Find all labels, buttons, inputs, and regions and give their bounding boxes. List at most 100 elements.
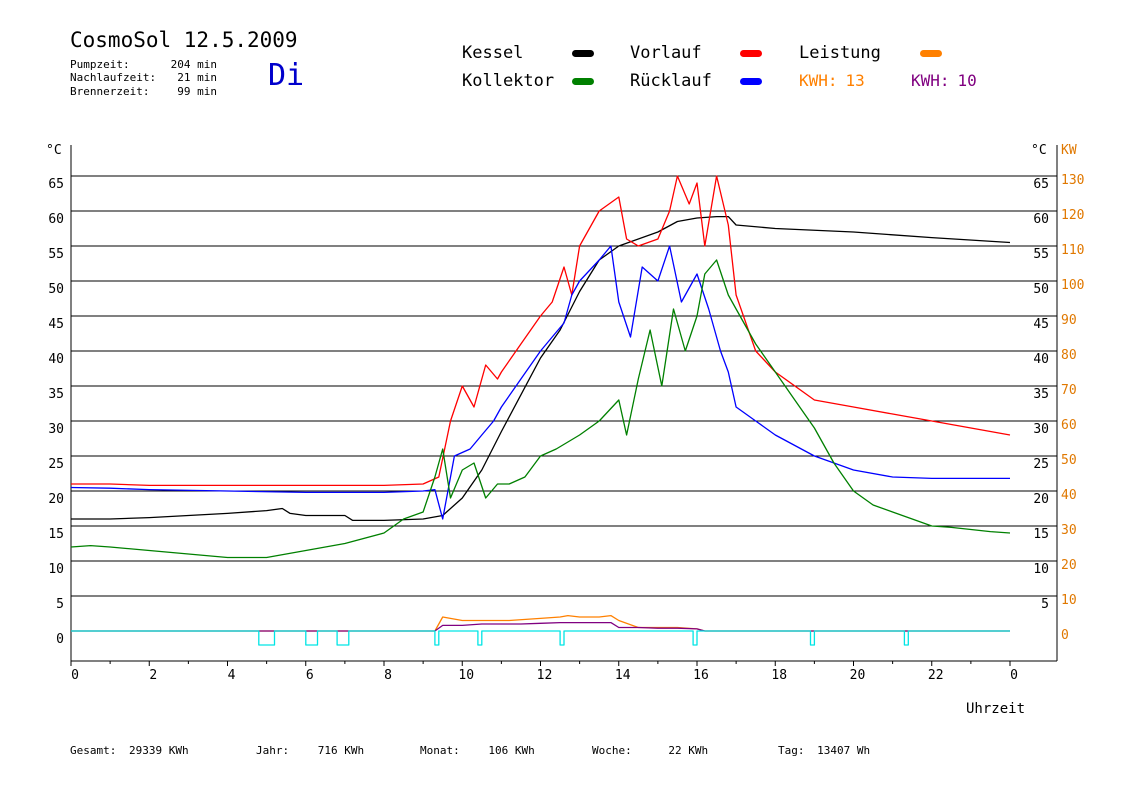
series-line-kessel [71,215,1011,522]
series-line-r-cklauf [70,245,1010,520]
y-tick-label-kw: 130 [1061,173,1084,188]
x-tick-label: 20 [850,668,866,683]
stat-pumpzeit: Pumpzeit: 204 min [70,58,217,71]
x-tick-label: 22 [928,668,944,683]
y-tick-label-kw: 110 [1061,243,1084,258]
y-tick-label-left: 60 [48,212,64,227]
y-tick-label-kw: 30 [1061,523,1077,538]
y-tick-label-right: 20 [1033,492,1049,507]
legend-label: Kessel [462,43,524,63]
y-tick-label-kw: 70 [1061,383,1077,398]
series-line-kwh-10 [71,621,1010,632]
y-tick-label-kw: 20 [1061,558,1077,573]
y-tick-label-kw: 100 [1061,278,1084,293]
y-axis-kw-unit: KW [1061,143,1077,158]
stat-brennerzeit: Brennerzeit: 99 min [70,85,217,98]
y-tick-label-right: 25 [1033,457,1049,472]
footer-jahr: Jahr: 716 KWh [256,744,364,757]
footer-monat: Monat: 106 KWh [420,744,535,757]
x-tick-label: 6 [306,668,314,683]
x-tick-label: 2 [149,668,157,683]
y-tick-label-left: 5 [56,597,64,612]
y-tick-label-right: 55 [1033,247,1049,262]
footer-label: Tag: [778,744,805,757]
footer-label: Jahr: [256,744,290,757]
y-tick-label-right: 65 [1033,177,1049,192]
footer-woche: Woche: 22 KWh [592,744,708,757]
y-tick-label-left: 35 [48,387,64,402]
x-tick-label: 18 [771,668,787,683]
footer-value: 106 KWh [488,744,535,757]
x-tick-label: 8 [384,668,392,683]
kwh-label: KWH: [799,71,838,90]
y-tick-label-kw: 0 [1061,628,1069,643]
y-tick-label-left: 50 [48,282,64,297]
y-tick-label-right: 40 [1033,352,1049,367]
y-tick-label-right: 45 [1033,317,1049,332]
footer-value: 29339 KWh [128,744,189,757]
y-tick-label-right: 35 [1033,387,1049,402]
kwh-leistung: KWH: 13 [799,71,865,90]
y-tick-label-kw: 60 [1061,418,1077,433]
y-tick-label-left: 65 [48,177,64,192]
footer-tag: Tag: 13407 Wh [778,744,870,757]
legend-label: Rücklauf [630,71,712,91]
y-tick-label-right: 50 [1033,282,1049,297]
y-tick-label-left: 55 [48,247,64,262]
y-tick-label-left: 0 [56,632,64,647]
legend-swatch-ruecklauf [740,78,762,85]
kwh-purple: KWH: 10 [911,71,977,90]
y-tick-label-right: 30 [1033,422,1049,437]
x-tick-label: 0 [71,668,79,683]
y-tick-label-kw: 90 [1061,313,1077,328]
chart-title: CosmoSol 12.5.2009 [70,28,298,52]
footer-label: Monat: [420,744,460,757]
stat-label: Pumpzeit: [70,58,130,71]
x-tick-label: 12 [537,668,553,683]
weekday-label: Di [268,58,305,93]
stat-label: Nachlaufzeit: [70,71,157,84]
legend-kessel: Kessel [462,43,523,63]
x-tick-label: 4 [228,668,236,683]
legend-swatch-kollektor [572,78,594,85]
legend-swatch-vorlauf [740,50,762,57]
footer-value: 22 KWh [668,744,709,757]
y-tick-label-right: 15 [1033,527,1049,542]
y-tick-label-kw: 80 [1061,348,1077,363]
footer-value: 716 KWh [317,744,365,757]
y-axis-left-unit: °C [46,143,62,158]
legend-label: Leistung [799,43,881,63]
y-tick-label-left: 15 [48,527,64,542]
legend-leistung: Leistung [799,43,881,63]
stat-nachlaufzeit: Nachlaufzeit: 21 min [70,71,217,84]
x-tick-label: 14 [615,668,631,683]
series-line-pumpe [71,630,1010,646]
legend-swatch-kessel [572,50,594,57]
kwh-label: KWH: [911,71,950,90]
y-tick-label-kw: 40 [1061,488,1077,503]
y-tick-label-left: 25 [48,457,64,472]
y-tick-label-kw: 120 [1061,208,1084,223]
kwh-value: 10 [957,71,977,90]
y-tick-label-kw: 50 [1061,453,1077,468]
footer-label: Gesamt: [70,744,117,757]
y-tick-label-left: 45 [48,317,64,332]
y-tick-label-right: 5 [1041,597,1049,612]
x-tick-label: 10 [458,668,474,683]
y-tick-label-right: 10 [1033,562,1049,577]
y-axis-right-unit: °C [1031,143,1047,158]
x-axis-label: Uhrzeit [966,701,1026,717]
footer-gesamt: Gesamt: 29339 KWh [70,744,189,757]
footer-label: Woche: [592,744,632,757]
legend-label: Vorlauf [630,43,702,63]
stat-label: Brennerzeit: [70,85,150,98]
kwh-value: 13 [845,71,865,90]
x-tick-label: 16 [693,668,709,683]
legend-ruecklauf: Rücklauf [630,71,712,91]
y-tick-label-left: 40 [48,352,64,367]
y-tick-label-kw: 10 [1061,593,1077,608]
y-tick-label-right: 60 [1033,212,1049,227]
legend-kollektor: Kollektor [462,71,554,91]
x-tick-label: 0 [1010,668,1018,683]
